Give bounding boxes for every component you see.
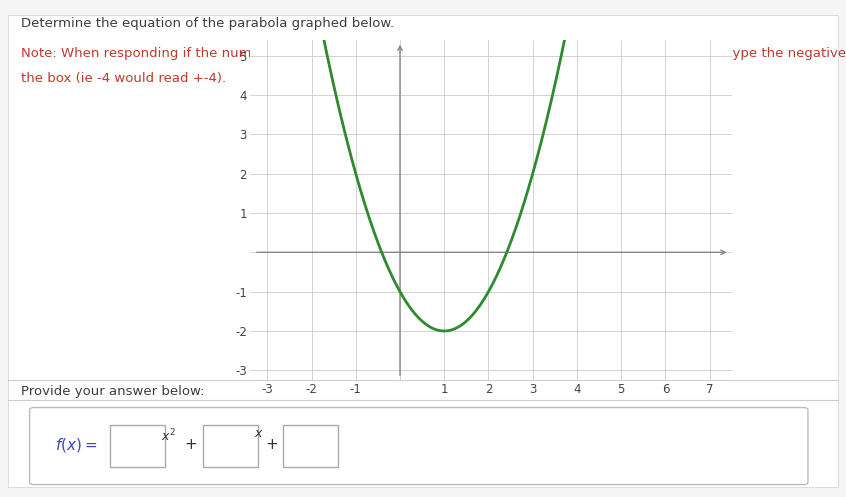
Text: $x$: $x$	[254, 427, 264, 440]
Text: Provide your answer below:: Provide your answer below:	[21, 385, 205, 398]
FancyBboxPatch shape	[30, 408, 808, 485]
Text: $x^2$: $x^2$	[161, 427, 176, 444]
FancyBboxPatch shape	[203, 425, 258, 467]
FancyBboxPatch shape	[283, 425, 338, 467]
Text: $f(x)=$: $f(x)=$	[55, 436, 97, 454]
Text: Determine the equation of the parabola graphed below.: Determine the equation of the parabola g…	[21, 17, 394, 30]
Text: Note: When responding if the number is negative you can’t change the plus sign t: Note: When responding if the number is n…	[21, 47, 846, 60]
Text: the box (ie -4 would read +-4).: the box (ie -4 would read +-4).	[21, 72, 226, 85]
Text: $+$: $+$	[184, 437, 198, 452]
Text: $+$: $+$	[265, 437, 278, 452]
FancyBboxPatch shape	[110, 425, 165, 467]
